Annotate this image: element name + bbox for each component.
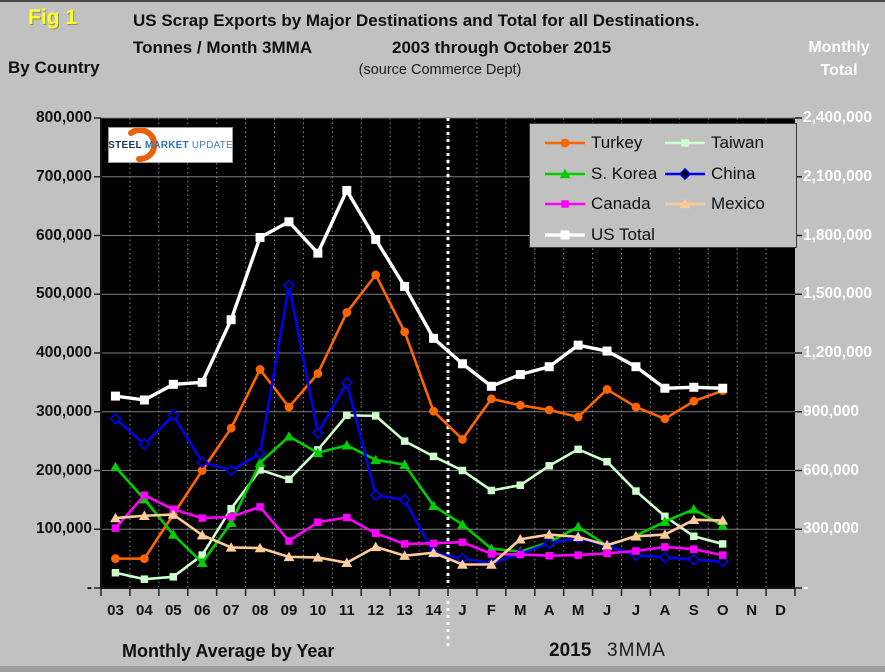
x-axis-tick-label: M bbox=[571, 602, 585, 619]
x-axis-tick-label: 11 bbox=[338, 602, 355, 619]
x-axis-tick-label: 05 bbox=[164, 602, 182, 619]
right-axis-title-line2: Total bbox=[820, 62, 858, 80]
x-axis-tick-label: D bbox=[775, 602, 786, 619]
left-axis-tick-label: 100,000 bbox=[35, 520, 92, 538]
x-axis-tick-label: J bbox=[602, 602, 612, 619]
figure-label: Fig 1 bbox=[28, 6, 78, 29]
right-axis-tick-label: 900,000 bbox=[803, 402, 860, 420]
left-axis-tick-label: - bbox=[86, 579, 92, 596]
x-axis-tick-label: N bbox=[746, 602, 758, 619]
legend-marker-circle-icon bbox=[545, 138, 585, 148]
right-axis-title: Monthly Total bbox=[795, 36, 883, 82]
steel-market-update-logo: STEEL MARKET UPDATE bbox=[108, 127, 233, 163]
x-axis-tick-label: A bbox=[543, 602, 555, 619]
x-axis-tick-label: 06 bbox=[193, 602, 211, 619]
legend-label: Turkey bbox=[591, 133, 643, 152]
right-axis-tick-label: 1,800,000 bbox=[803, 226, 872, 244]
left-axis-tick-label: 800,000 bbox=[35, 109, 92, 126]
x-axis-tick-label: O bbox=[716, 602, 729, 619]
x-axis-tick-label: 04 bbox=[136, 602, 153, 619]
series-taiwan bbox=[111, 411, 727, 583]
chart-title-units: Tonnes / Month 3MMA bbox=[133, 38, 313, 57]
legend-item-canada: Canada bbox=[544, 194, 651, 213]
left-axis-tick-label: 600,000 bbox=[35, 226, 92, 244]
left-axis-tick-label: 400,000 bbox=[35, 344, 92, 361]
top-border bbox=[0, 0, 885, 2]
legend-item-s-korea: S. Korea bbox=[544, 163, 658, 183]
legend-item-taiwan: Taiwan bbox=[664, 133, 764, 152]
left-axis-tick-label: 200,000 bbox=[35, 461, 92, 479]
chart-title-period: 2003 through October 2015 bbox=[392, 38, 612, 57]
legend-marker-square-icon bbox=[665, 139, 705, 147]
logo-word-steel: STEEL bbox=[108, 139, 142, 151]
legend-label: US Total bbox=[591, 224, 655, 244]
axis-ticks bbox=[94, 117, 802, 596]
logo-swoosh-icon bbox=[128, 128, 158, 162]
x-axis-tick-label: 03 bbox=[107, 602, 124, 619]
legend-item-china: China bbox=[664, 163, 756, 183]
bottom-border bbox=[0, 666, 885, 672]
x-axis-tick-label: J bbox=[458, 602, 467, 619]
legend-marker-square-icon bbox=[545, 200, 585, 208]
series-canada bbox=[111, 491, 727, 560]
left-axis-tick-label: 300,000 bbox=[35, 402, 92, 420]
legend-marker-triangle-icon bbox=[665, 198, 705, 209]
legend-box: Turkey S. Korea Canada US Total Taiwan China M… bbox=[529, 123, 797, 248]
legend-marker-triangle-icon bbox=[545, 168, 585, 178]
right-axis-tick-label: 1,200,000 bbox=[803, 344, 872, 361]
right-axis-title-line1: Monthly bbox=[808, 39, 870, 56]
right-axis-tick-label: 600,000 bbox=[803, 461, 860, 479]
x-axis-tick-label: 07 bbox=[222, 602, 240, 619]
months-section-year: 2015 bbox=[549, 640, 592, 661]
right-axis-tick-label: 1,500,000 bbox=[803, 285, 872, 303]
legend-label: Mexico bbox=[711, 194, 765, 213]
series-turkey bbox=[111, 270, 728, 564]
x-axis-tick-label: 13 bbox=[396, 602, 413, 619]
right-axis-tick-label: 2,400,000 bbox=[803, 109, 872, 126]
x-axis-tick-label: J bbox=[631, 602, 641, 619]
legend-item-us-total: US Total bbox=[544, 224, 655, 244]
legend-marker-diamond-icon bbox=[665, 167, 705, 180]
legend-item-mexico: Mexico bbox=[664, 194, 765, 213]
legend-label: S. Korea bbox=[591, 163, 658, 183]
logo-word-update: UPDATE bbox=[191, 139, 233, 151]
left-axis-tick-label: 500,000 bbox=[35, 285, 92, 303]
legend-label: Taiwan bbox=[711, 133, 764, 152]
x-axis-tick-label: 14 bbox=[425, 602, 442, 619]
x-axis-tick-label: 08 bbox=[251, 602, 269, 619]
chart-source: (source Commerce Dept) bbox=[358, 62, 522, 78]
chart-title-line1: US Scrap Exports by Major Destinations a… bbox=[133, 11, 700, 30]
legend-item-turkey: Turkey bbox=[544, 133, 643, 152]
left-axis-title: By Country bbox=[8, 58, 100, 77]
years-section-caption: Monthly Average by Year bbox=[122, 641, 335, 661]
x-axis-tick-label: A bbox=[659, 602, 671, 619]
series-mexico bbox=[110, 509, 729, 569]
right-axis-tick-label: 2,100,000 bbox=[803, 167, 872, 185]
legend-marker-square-icon bbox=[545, 230, 585, 239]
logo-word-market: MARKET bbox=[144, 139, 189, 151]
x-axis-tick-label: M bbox=[514, 602, 527, 619]
x-axis-tick-label: 12 bbox=[367, 602, 385, 619]
right-axis-tick-label: 300,000 bbox=[803, 520, 860, 538]
x-axis-tick-label: 09 bbox=[280, 602, 298, 619]
x-axis-tick-label: F bbox=[486, 602, 496, 619]
left-axis-tick-label: 700,000 bbox=[35, 167, 92, 185]
legend-label: China bbox=[711, 163, 756, 183]
right-axis-tick-label: - bbox=[803, 579, 809, 596]
legend-label: Canada bbox=[591, 194, 651, 213]
x-axis-tick-label: S bbox=[688, 602, 699, 619]
series-us-total bbox=[110, 185, 728, 405]
months-section-note: 3MMA bbox=[607, 640, 666, 661]
logo-words: STEEL MARKET UPDATE bbox=[109, 128, 232, 162]
x-axis-tick-label: 10 bbox=[309, 602, 327, 619]
